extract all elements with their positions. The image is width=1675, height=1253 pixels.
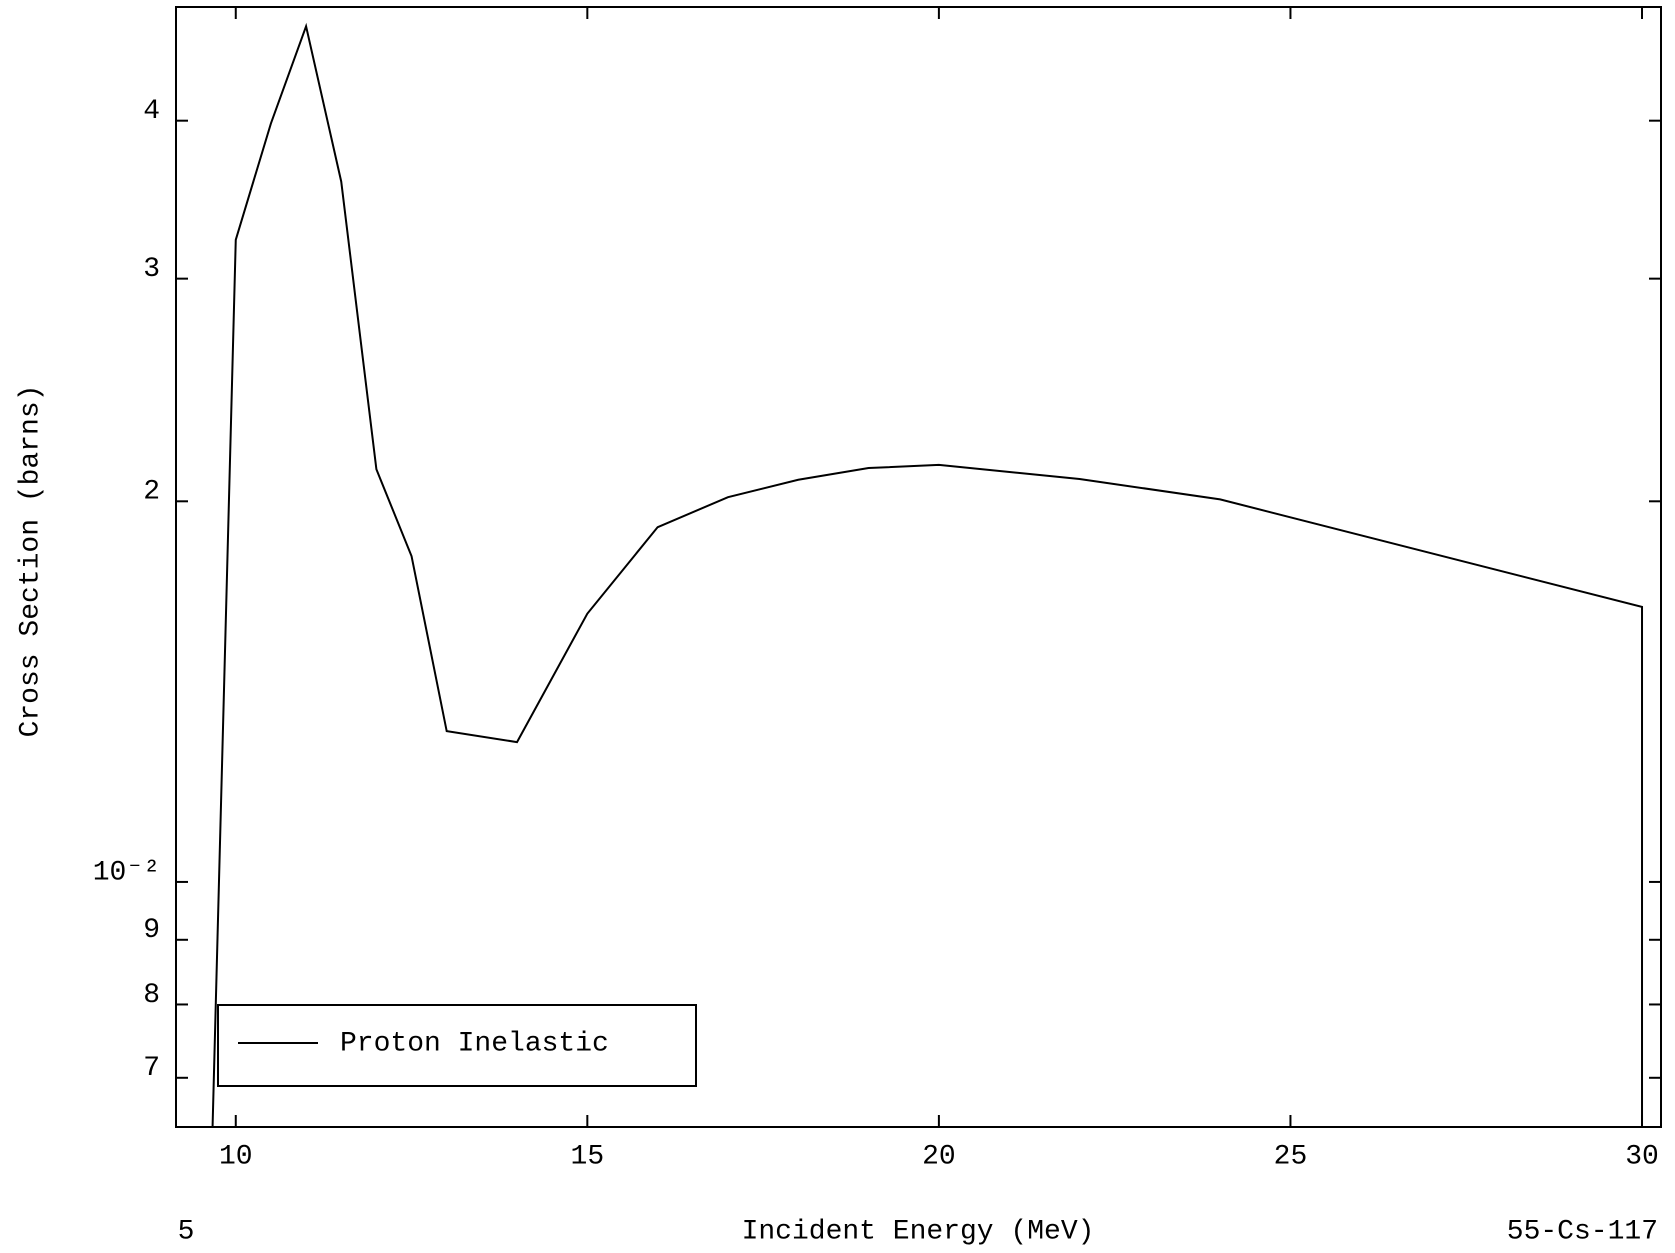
y-tick-label: 4 (143, 96, 160, 127)
x-tick-label: 30 (1625, 1141, 1659, 1172)
plot-frame (175, 6, 1662, 1128)
x-tick-label: 25 (1274, 1141, 1308, 1172)
legend-label: Proton Inelastic (340, 1028, 609, 1059)
y-axis-label: Cross Section (barns) (15, 385, 46, 738)
y-tick-label: 10⁻² (93, 857, 160, 888)
nuclide-label: 55-Cs-117 (1507, 1216, 1658, 1247)
y-tick-label: 9 (143, 915, 160, 946)
y-tick-label: 8 (143, 980, 160, 1011)
y-tick-label: 7 (143, 1053, 160, 1084)
y-tick-label: 3 (143, 254, 160, 285)
x-tick-label: 20 (922, 1141, 956, 1172)
x-axis-label: Incident Energy (MeV) (742, 1216, 1095, 1247)
x-tick-label: 15 (571, 1141, 605, 1172)
data-line (211, 22, 1644, 1128)
y-tick-label: 2 (143, 477, 160, 508)
legend-box (217, 1004, 697, 1087)
x-tick-label: 10 (219, 1141, 253, 1172)
corner-label: 5 (178, 1216, 195, 1247)
